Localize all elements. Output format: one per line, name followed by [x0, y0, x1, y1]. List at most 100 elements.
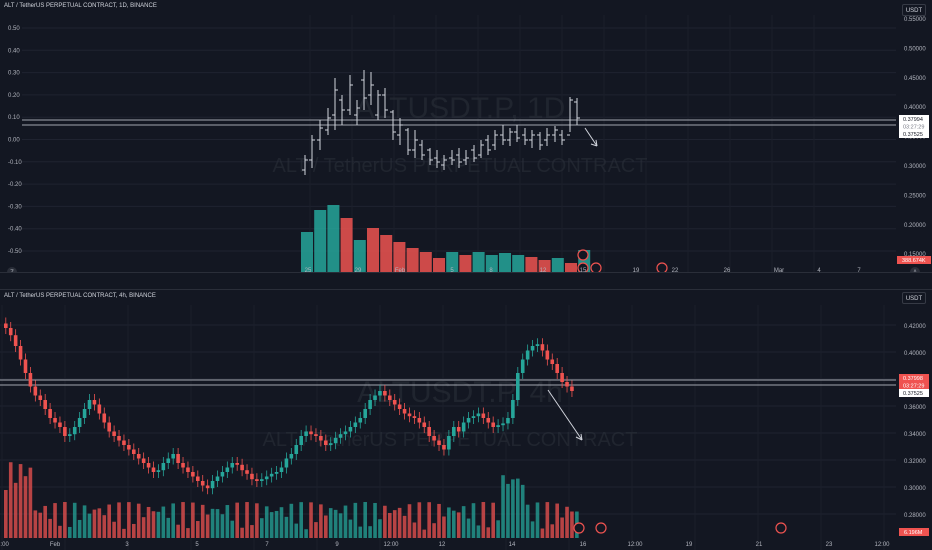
- volume-bar: [82, 505, 87, 538]
- volume-bar: [186, 528, 190, 538]
- candle-body: [565, 382, 569, 387]
- candle-body: [4, 323, 8, 328]
- candle-body: [82, 409, 87, 418]
- volume-bar: [555, 503, 559, 538]
- candle-body: [417, 418, 422, 423]
- volume-bar: [301, 232, 313, 272]
- left-scale-label: 0.20: [8, 93, 20, 99]
- volume-bar: [437, 503, 441, 538]
- earnings-event-icon: [595, 522, 607, 534]
- volume-bar: [397, 507, 402, 538]
- volume-bar: [406, 248, 419, 272]
- volume-bar: [205, 514, 210, 538]
- candle-body: [520, 359, 525, 373]
- volume-bar: [156, 511, 161, 538]
- volume-bar: [358, 526, 363, 538]
- volume-bar: [328, 508, 333, 538]
- 4h-chart-pane[interactable]: 0.420000.400000.380000.360000.340000.320…: [0, 290, 932, 550]
- daily-chart-canvas[interactable]: 0.50 0.40 0.30 0.20 0.10 0.00 -0.10 -0.20 -0.30 -…: [0, 0, 932, 272]
- time-scale-label: 8: [489, 268, 493, 272]
- time-scale-label: 12: [540, 268, 547, 272]
- candle-body: [397, 404, 402, 409]
- volume-bar: [23, 476, 28, 538]
- time-scale-label: 26: [724, 268, 731, 272]
- candle-body: [274, 472, 279, 474]
- pane-separator[interactable]: [0, 272, 932, 290]
- volume-bar: [378, 519, 382, 538]
- candle-body: [48, 409, 52, 418]
- time-scale-label: 15: [580, 268, 587, 272]
- volume-bar: [491, 502, 495, 538]
- candle-body: [319, 436, 323, 441]
- arrow-head: [590, 139, 598, 147]
- candle-body: [8, 328, 13, 336]
- candle-body: [506, 418, 510, 424]
- candle-body: [383, 391, 387, 396]
- volume-bar: [171, 503, 175, 538]
- volume-bar: [289, 503, 294, 538]
- volume-bar: [392, 510, 397, 538]
- time-scale-label: 7: [857, 268, 861, 272]
- watermark-name: ALT / TetherUS PERPETUAL CONTRACT: [273, 155, 648, 177]
- price-scale-label: 0.34000: [904, 432, 926, 438]
- volume-bar: [127, 502, 131, 538]
- currency-button[interactable]: USDT: [902, 292, 926, 304]
- time-scale-label: 19: [686, 542, 693, 548]
- volume-bar: [102, 515, 107, 538]
- candle-body: [452, 427, 456, 436]
- volume-bar: [196, 521, 200, 538]
- line-price-label: 0.37525: [903, 391, 923, 397]
- time-scale-label: 23: [826, 542, 833, 548]
- candle-body: [496, 425, 500, 427]
- time-scale-label: 21: [756, 542, 763, 548]
- price-scale-label: 0.32000: [904, 459, 926, 465]
- last-price-tag: [899, 115, 929, 123]
- volume-bar: [402, 515, 407, 538]
- price-scale-label: 0.45000: [904, 76, 926, 82]
- price-scale-label: 0.55000: [904, 17, 926, 23]
- volume-bar: [77, 519, 82, 538]
- 4h-chart-canvas[interactable]: 0.420000.400000.380000.360000.340000.320…: [0, 290, 932, 550]
- time-scale-label: 25: [305, 268, 312, 272]
- candle-body: [279, 467, 284, 472]
- daily-chart-pane[interactable]: 0.50 0.40 0.30 0.20 0.10 0.00 -0.10 -0.20 -0.30 -…: [0, 0, 932, 272]
- candle-body: [171, 454, 175, 459]
- candle-body: [412, 416, 417, 418]
- currency-button[interactable]: USDT: [902, 4, 926, 16]
- volume-bar: [565, 506, 569, 538]
- volume-bar: [373, 502, 377, 538]
- volume-bar: [511, 479, 515, 538]
- volume-tag: [899, 528, 929, 536]
- volume-bar: [417, 502, 422, 538]
- volume-tag: [897, 256, 931, 264]
- last-price-tag: [899, 374, 929, 382]
- volume-bar: [58, 525, 62, 538]
- candle-body: [442, 445, 446, 450]
- last-price-label: 0.37994: [903, 117, 923, 123]
- earnings-event-icon: [775, 522, 787, 534]
- volume-bar: [240, 527, 244, 538]
- volume-bar: [476, 525, 481, 538]
- candle-body: [501, 423, 505, 426]
- volume-bar: [235, 502, 239, 538]
- volume-bar: [191, 502, 195, 538]
- volume-bar: [496, 520, 500, 538]
- candle-body: [447, 436, 451, 450]
- volume-bar: [151, 511, 156, 538]
- volume-bar: [485, 255, 498, 272]
- volume-bar: [92, 509, 97, 538]
- price-scale-label: 0.30000: [904, 486, 926, 492]
- volume-tag-label: 6.196M: [904, 530, 923, 536]
- candle-body: [343, 431, 348, 435]
- candle-body: [161, 463, 166, 471]
- volume-bar: [565, 263, 577, 272]
- line-price-tag: [899, 130, 929, 138]
- volume-bar: [459, 255, 472, 272]
- countdown-label: 03:27:29: [903, 384, 924, 390]
- volume-bar: [210, 508, 215, 538]
- volume-bar: [68, 526, 72, 538]
- candle-body: [63, 427, 67, 436]
- candle-body: [486, 418, 491, 423]
- volume-bar: [486, 527, 491, 538]
- volume-bar: [220, 514, 225, 538]
